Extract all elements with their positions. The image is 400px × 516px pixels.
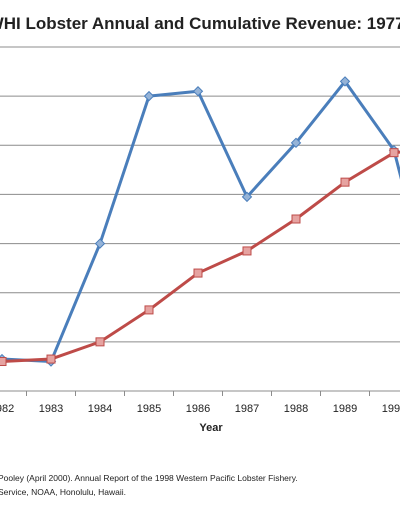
x-tick-label-1984: 1984: [88, 403, 112, 415]
series-0-point-1987: [241, 191, 253, 203]
series-1-point-1988: [291, 214, 301, 224]
x-tick-label-1989: 1989: [333, 403, 357, 415]
series-1-point-1983: [46, 354, 56, 364]
series-0-point-1984: [94, 238, 106, 249]
series-lines: [1, 79, 400, 364]
chart-title: NWHI Lobster Annual and Cumulative Reven…: [0, 14, 400, 33]
x-tick-label-1982: 1982: [0, 403, 14, 415]
series-0-point-1989: [339, 76, 351, 87]
x-tick-label-1988: 1988: [284, 403, 308, 415]
x-axis: 1982198319841985198619871988198919901991…: [0, 390, 400, 415]
source-line-1: Pooley (April 2000). Annual Report of th…: [0, 473, 298, 483]
series-1-point-1989: [340, 177, 350, 187]
source-line-2: Service, NOAA, Honolulu, Hawaii.: [0, 487, 127, 497]
series-1-point-1984: [95, 337, 105, 347]
x-tick-label-1987: 1987: [235, 403, 259, 415]
x-axis-title: Year: [199, 422, 223, 434]
series-1-point-1986: [193, 268, 203, 278]
gridlines: [0, 46, 400, 343]
series-1-point-1982: [0, 357, 7, 367]
x-tick-label-1990: 1990: [382, 403, 400, 415]
series-0-point-1988: [290, 137, 302, 149]
series-1-point-1985: [144, 305, 154, 315]
source-note: Pooley (April 2000). Annual Report of th…: [0, 471, 400, 499]
series-0-point-1985: [143, 90, 155, 102]
x-tick-label-1983: 1983: [39, 403, 63, 415]
x-tick-label-1985: 1985: [137, 403, 161, 415]
x-tick-label-1986: 1986: [186, 403, 210, 415]
series-1-point-1990: [389, 148, 399, 158]
series-1-point-1987: [242, 246, 252, 256]
series-0-point-1986: [192, 86, 204, 97]
series-line-0: [1, 79, 400, 364]
series-line-1: [1, 150, 400, 364]
series-markers: [0, 76, 400, 367]
